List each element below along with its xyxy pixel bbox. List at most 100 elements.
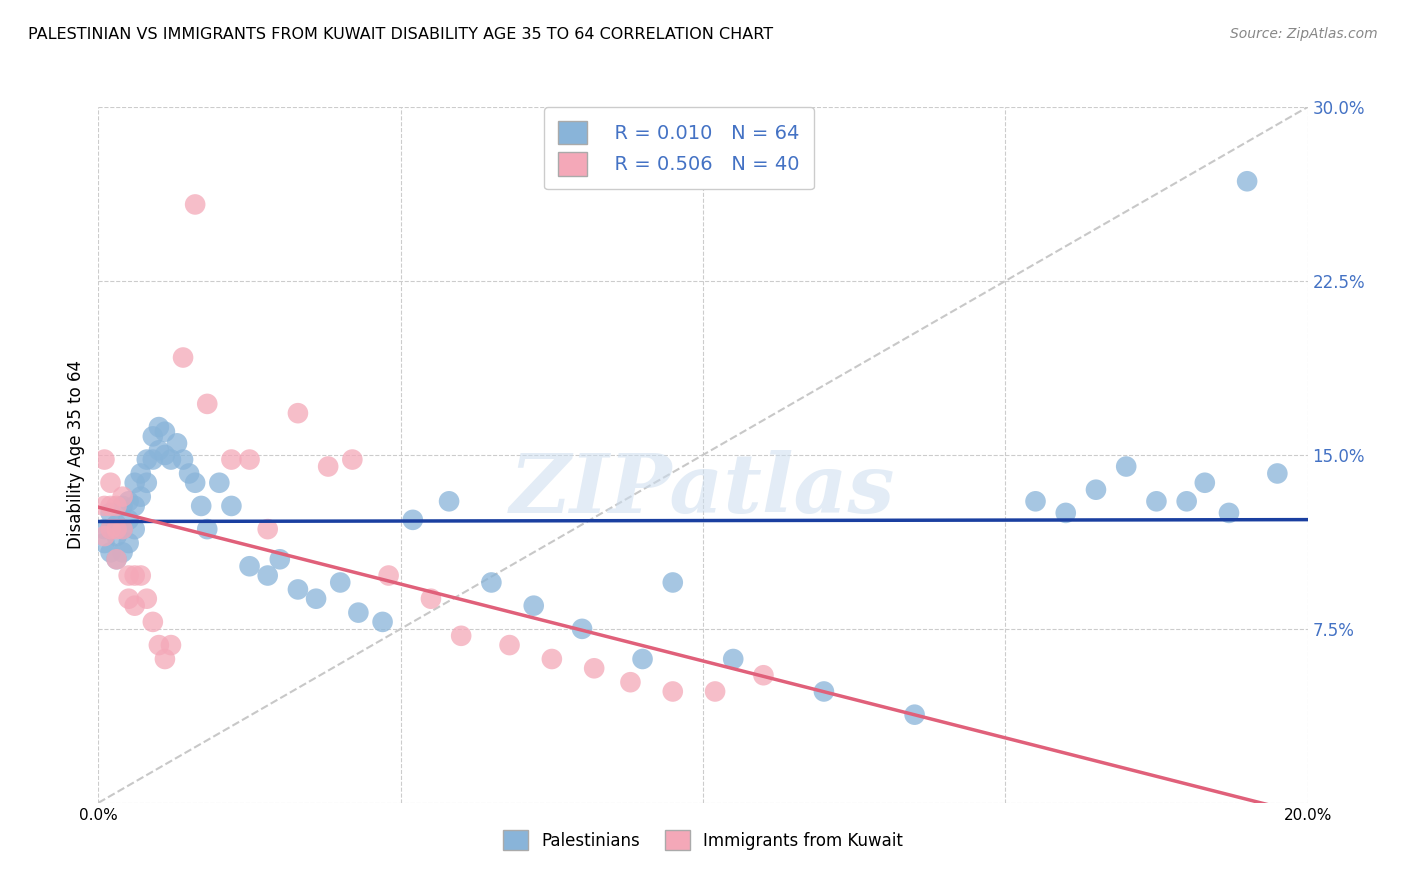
Point [124,522,146,536]
Text: PALESTINIAN VS IMMIGRANTS FROM KUWAIT DISABILITY AGE 35 TO 64 CORRELATION CHART: PALESTINIAN VS IMMIGRANTS FROM KUWAIT DI… [28,27,773,42]
Point [1218,506,1240,520]
Point [105,552,128,566]
Point [111,499,134,513]
Point [329,575,352,590]
Point [100,545,122,559]
Point [100,499,122,513]
Point [129,568,152,582]
Point [142,452,165,467]
Point [105,522,128,536]
Point [256,522,278,536]
Point [179,467,201,481]
Point [704,684,727,698]
Point [100,506,122,520]
Point [305,591,328,606]
Point [135,452,157,467]
Point [105,529,128,543]
Point [135,591,157,606]
Point [481,575,503,590]
Point [402,513,425,527]
Point [148,443,170,458]
Point [631,652,654,666]
Point [195,397,218,411]
Point [347,606,370,620]
Point [195,522,218,536]
Point [93,499,115,513]
Point [377,568,399,582]
Point [1236,174,1258,188]
Point [184,197,207,211]
Point [1175,494,1198,508]
Text: Source: ZipAtlas.com: Source: ZipAtlas.com [1230,27,1378,41]
Point [1144,494,1167,508]
Point [256,568,278,582]
Point [148,638,170,652]
Point [93,529,115,543]
Point [221,452,243,467]
Point [752,668,775,682]
Point [118,513,141,527]
Point [105,517,128,532]
Point [100,522,122,536]
Point [111,522,134,536]
Point [316,459,339,474]
Point [269,552,291,566]
Point [118,494,141,508]
Point [723,652,745,666]
Point [184,475,207,490]
Point [160,638,183,652]
Point [571,622,593,636]
Point [371,615,394,629]
Point [124,475,146,490]
Point [190,499,212,513]
Point [498,638,520,652]
Point [93,536,115,550]
Point [142,615,165,629]
Point [221,499,243,513]
Point [523,599,546,613]
Legend: Palestinians, Immigrants from Kuwait: Palestinians, Immigrants from Kuwait [496,823,910,857]
Point [1085,483,1108,497]
Point [813,684,835,698]
Point [239,559,262,574]
Point [208,475,231,490]
Point [111,522,134,536]
Point [111,490,134,504]
Point [287,406,309,420]
Point [100,475,122,490]
Point [135,475,157,490]
Point [124,499,146,513]
Point [100,522,122,536]
Point [437,494,460,508]
Point [239,452,262,467]
Point [661,575,683,590]
Point [124,599,146,613]
Text: ZIPatlas: ZIPatlas [510,450,896,530]
Point [1115,459,1137,474]
Point [129,490,152,504]
Point [1054,506,1077,520]
Point [166,436,188,450]
Point [583,661,606,675]
Point [153,448,176,462]
Point [142,429,165,443]
Point [1267,467,1289,481]
Point [172,452,194,467]
Point [540,652,562,666]
Point [118,536,141,550]
Point [153,425,176,439]
Point [287,582,309,597]
Point [342,452,364,467]
Point [450,629,472,643]
Point [1194,475,1216,490]
Point [111,545,134,559]
Point [661,684,683,698]
Point [619,675,641,690]
Point [118,591,141,606]
Point [420,591,443,606]
Point [160,452,183,467]
Point [105,552,128,566]
Point [148,420,170,434]
Point [904,707,927,722]
Point [124,568,146,582]
